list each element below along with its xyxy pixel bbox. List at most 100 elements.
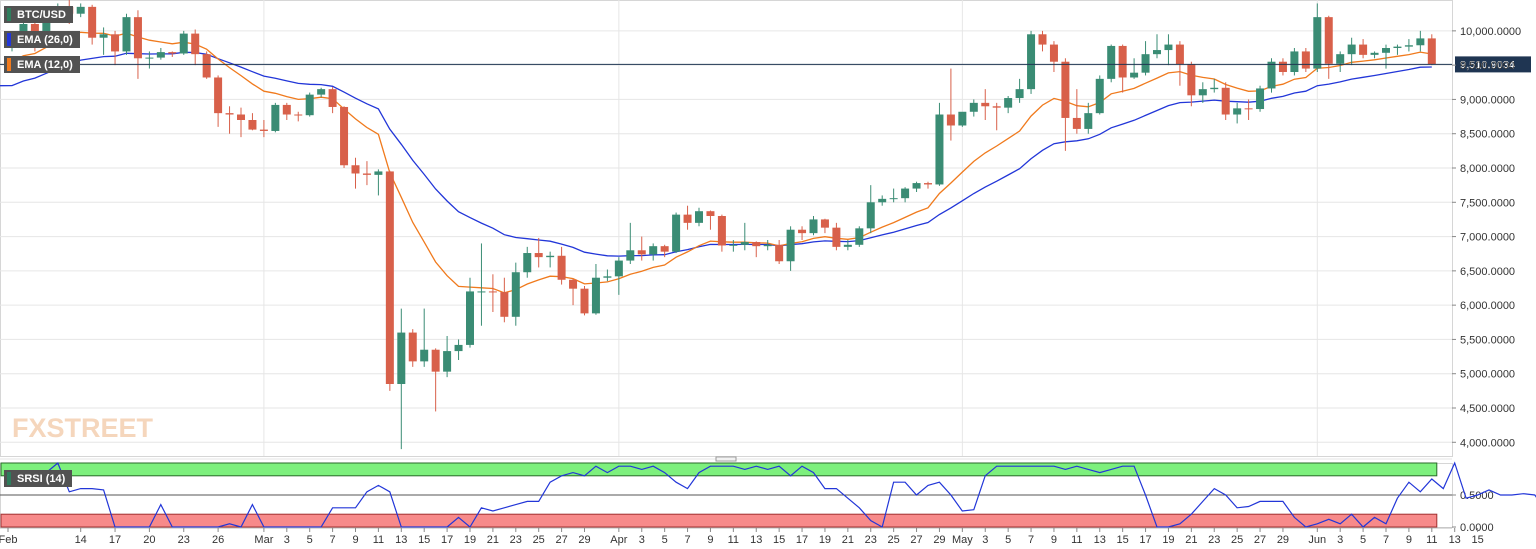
candle-down — [488, 274, 497, 312]
candle-body — [351, 165, 360, 174]
ema-lines — [0, 31, 1432, 294]
candle-down — [168, 51, 177, 57]
candle-body — [111, 34, 120, 52]
candle-down — [752, 241, 761, 258]
candle-up — [1004, 96, 1013, 114]
candle-up — [523, 246, 532, 278]
candle-down — [1049, 41, 1058, 72]
candle-body — [443, 351, 452, 372]
candle-body — [1175, 44, 1184, 65]
candle-body — [500, 292, 509, 317]
x-tick-label: 21 — [487, 534, 499, 546]
x-tick-label: 25 — [1231, 534, 1243, 546]
candle-down — [832, 222, 841, 251]
candle-body — [488, 291, 497, 293]
y-tick-label: 6,500.0000 — [1460, 266, 1515, 278]
candle-up — [99, 27, 108, 55]
candle-body — [1084, 113, 1093, 129]
candle-up — [420, 308, 429, 367]
candle-body — [397, 332, 406, 384]
candle-body — [1347, 44, 1356, 55]
candle-up — [591, 264, 600, 315]
srsi-y-tick-label: 0.0000 — [1460, 522, 1494, 534]
candle-down — [351, 157, 360, 189]
candle-body — [1324, 17, 1333, 64]
candle-up — [179, 30, 188, 55]
y-tick-label: 4,500.0000 — [1460, 403, 1515, 415]
candle-body — [1233, 108, 1242, 115]
candle-body — [763, 244, 772, 247]
candle-body — [569, 279, 578, 289]
candle-up — [935, 102, 944, 186]
legend-srsi[interactable]: SRSI (14) — [4, 470, 73, 487]
candle-up — [546, 251, 555, 268]
candle-down — [225, 106, 234, 134]
candle-down — [111, 30, 120, 66]
candle-body — [122, 17, 131, 52]
candle-body — [752, 242, 761, 247]
legend-ema26-label: EMA (26,0) — [17, 33, 73, 46]
candle-up — [145, 51, 154, 69]
candle-up — [397, 308, 406, 450]
candle-body — [1130, 72, 1139, 78]
candle-down — [237, 107, 245, 138]
x-tick-label: 15 — [1471, 534, 1483, 546]
candle-down — [637, 236, 646, 261]
candle-down — [924, 181, 932, 189]
candle-down — [981, 89, 990, 120]
candle-down — [259, 120, 268, 138]
candle-body — [294, 114, 303, 116]
grid — [0, 0, 1453, 527]
candle-down — [798, 226, 807, 240]
candle-body — [420, 349, 429, 362]
candle-body — [76, 6, 85, 14]
candle-up — [786, 226, 795, 271]
candle-up — [1370, 51, 1379, 59]
legend-ema12[interactable]: EMA (12,0) — [4, 56, 80, 73]
candle-body — [649, 246, 658, 255]
x-tick-label: 5 — [307, 534, 313, 546]
x-tick-label: 15 — [1117, 534, 1129, 546]
x-tick-label: 21 — [842, 534, 854, 546]
candle-down — [775, 240, 784, 264]
candle-body — [683, 214, 692, 223]
candle-down — [500, 277, 509, 323]
x-tick-label: 23 — [865, 534, 877, 546]
candle-down — [1359, 39, 1368, 59]
x-tick-label: 19 — [1162, 534, 1174, 546]
x-tick-label: 3 — [1337, 534, 1343, 546]
panel-resize-handle[interactable] — [715, 456, 737, 462]
candle-body — [408, 332, 417, 362]
candle-body — [179, 33, 188, 54]
candle-body — [637, 250, 646, 255]
candle-body — [809, 219, 818, 234]
x-tick-label: 5 — [662, 534, 668, 546]
candle-up — [443, 336, 452, 378]
x-tick-label: 11 — [728, 534, 739, 546]
candle-down — [1244, 99, 1253, 120]
candle-body — [374, 171, 383, 175]
candle-body — [454, 344, 463, 352]
candle-body — [534, 253, 543, 258]
x-tick-label: 7 — [684, 534, 690, 546]
candle-up — [1256, 85, 1265, 112]
candle-body — [1095, 78, 1104, 114]
y-tick-label: 9,500.0000 — [1460, 60, 1515, 72]
candle-down — [431, 348, 440, 412]
x-tick-label: 20 — [143, 534, 155, 546]
candle-body — [1164, 44, 1173, 51]
legend-symbol[interactable]: BTC/USD — [4, 6, 73, 23]
symbol-swatch — [7, 8, 11, 21]
candle-body — [912, 183, 921, 189]
candle-up — [740, 222, 749, 251]
candlesticks — [8, 0, 1436, 450]
candle-body — [1210, 87, 1219, 90]
srsi-swatch — [7, 472, 11, 485]
candle-down — [1118, 44, 1127, 93]
candle-body — [1301, 51, 1310, 69]
candle-up — [866, 185, 875, 234]
candle-body — [168, 52, 177, 54]
x-tick-label: 5 — [1005, 534, 1011, 546]
legend-ema26[interactable]: EMA (26,0) — [4, 31, 80, 48]
candle-up — [1130, 58, 1139, 79]
